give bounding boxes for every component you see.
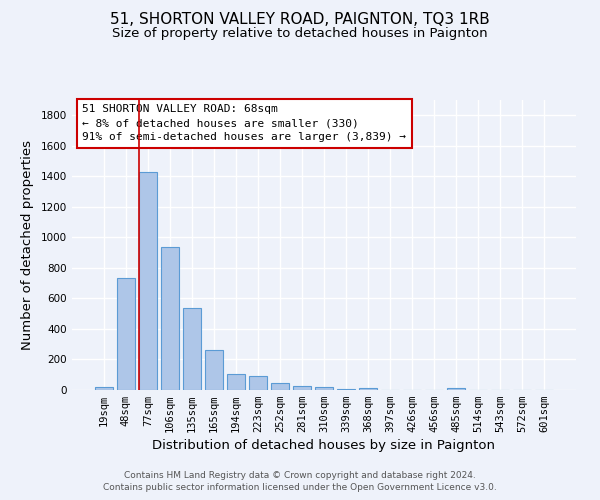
Bar (249, 376, 267, 390)
Bar (161, 248, 179, 390)
Text: Contains HM Land Registry data © Crown copyright and database right 2024.: Contains HM Land Registry data © Crown c… (124, 471, 476, 480)
Bar (139, 172, 157, 390)
Bar (205, 350, 223, 390)
Bar (359, 388, 377, 390)
Text: 51 SHORTON VALLEY ROAD: 68sqm
← 8% of detached houses are smaller (330)
91% of s: 51 SHORTON VALLEY ROAD: 68sqm ← 8% of de… (82, 104, 406, 142)
Bar (117, 278, 134, 390)
Text: 51, SHORTON VALLEY ROAD, PAIGNTON, TQ3 1RB: 51, SHORTON VALLEY ROAD, PAIGNTON, TQ3 1… (110, 12, 490, 28)
Bar (293, 386, 311, 390)
Bar (337, 389, 355, 390)
Bar (448, 388, 465, 390)
Bar (315, 387, 333, 390)
Text: Contains public sector information licensed under the Open Government Licence v3: Contains public sector information licen… (103, 484, 497, 492)
Bar (183, 308, 200, 390)
Bar (95, 387, 113, 390)
Text: Size of property relative to detached houses in Paignton: Size of property relative to detached ho… (112, 28, 488, 40)
X-axis label: Distribution of detached houses by size in Paignton: Distribution of detached houses by size … (152, 440, 496, 452)
Bar (227, 374, 245, 390)
Bar (271, 383, 289, 390)
Y-axis label: Number of detached properties: Number of detached properties (21, 140, 34, 350)
